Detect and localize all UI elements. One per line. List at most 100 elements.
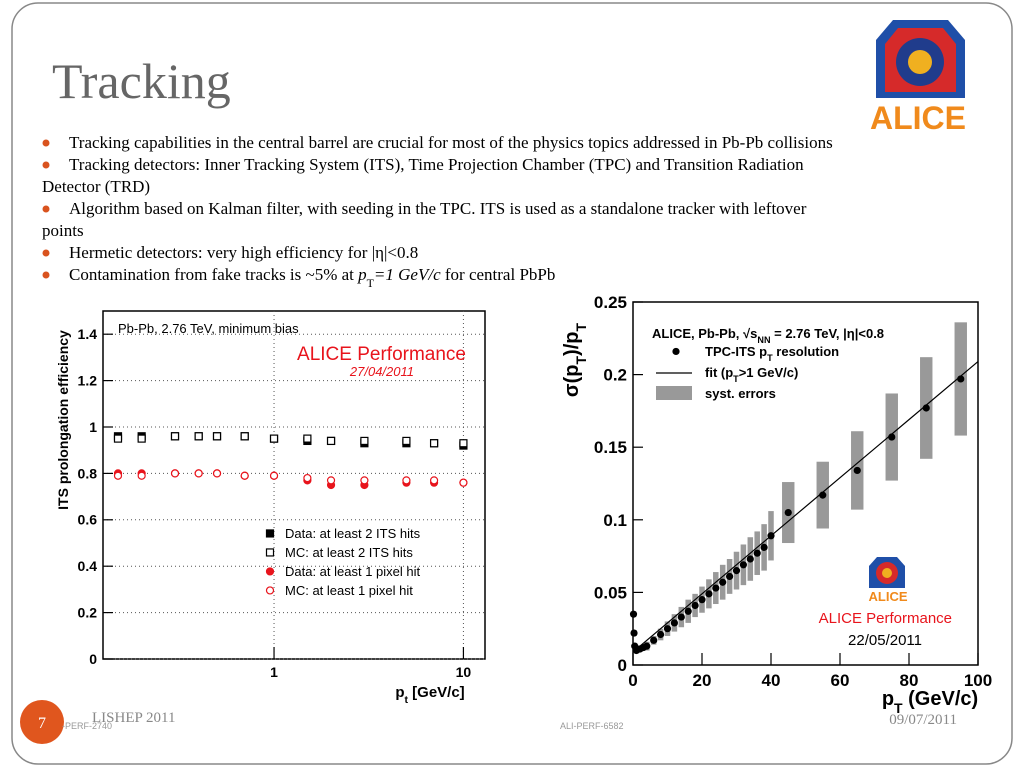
text-part: )/p [561, 332, 583, 356]
chart: 00.050.10.150.20.250 20 40 60 80 100σ(pT)/pTp… [561, 293, 992, 716]
plot-frame [632, 301, 979, 666]
y-tick-label: 1.4 [78, 326, 98, 342]
text-part: resolution [773, 344, 840, 359]
x-tick-label: 1 [270, 664, 278, 680]
bullet-text: Tracking detectors: Inner Tracking Syste… [69, 155, 804, 174]
marker [212, 432, 222, 441]
text-part: Contamination from fake tracks is ~5% at [69, 265, 358, 284]
marker [137, 471, 146, 480]
annotation: ALICE Performance [819, 610, 952, 627]
bullet-dot [42, 205, 50, 213]
chart: 0 0.2 0.4 0.6 0.8 1 1.2 1.4 1 10 ITS prolongation … [55, 310, 486, 706]
x-tick-label: 100 [964, 671, 992, 690]
y-tick-label: 0.2 [78, 605, 98, 621]
y-tick-label: 0.1 [603, 511, 627, 530]
y-tick-label: 1 [89, 419, 97, 435]
marker [459, 439, 468, 448]
legend-marker [265, 529, 275, 538]
legend-box [656, 386, 692, 400]
text-part: fit (p [705, 365, 733, 380]
image-id: ALI-PERF-6582 [560, 721, 624, 731]
legend-marker [265, 567, 275, 576]
x-axis-label: pt [GeV/c] [395, 684, 464, 706]
marker [212, 469, 222, 478]
legend-label: MC: at least 2 ITS hits [285, 545, 413, 560]
marker [650, 636, 658, 644]
bullet-text: Tracking capabilities in the central bar… [69, 133, 833, 152]
marker [269, 471, 279, 480]
y-tick-label: 0.6 [78, 512, 98, 528]
marker [303, 473, 312, 483]
legend-label: syst. errors [705, 386, 776, 401]
marker [705, 590, 713, 598]
y-tick-label: 0.25 [594, 293, 627, 312]
bullet-list: Tracking capabilities in the central bar… [42, 133, 833, 290]
legend-label: TPC-ITS pT resolution [705, 344, 839, 363]
marker [663, 625, 672, 633]
bullet-text: points [42, 221, 84, 240]
marker [719, 578, 727, 586]
subscript: T [367, 276, 375, 290]
text-part: σ(p [561, 365, 583, 398]
marker [677, 613, 685, 621]
marker [732, 567, 741, 575]
text-part: ALICE, Pb-Pb, √s [652, 326, 757, 341]
italic-part: =1 GeV/c [374, 265, 441, 284]
y-tick-label: 0.2 [603, 366, 627, 385]
bullet-dot [42, 139, 50, 147]
subscript: T [733, 374, 739, 384]
text-part: [GeV/c] [408, 684, 465, 701]
marker [113, 434, 123, 443]
page-number: 7 [38, 715, 46, 732]
subscript: T [573, 323, 589, 332]
bullet-text: Detector (TRD) [42, 177, 150, 196]
y-tick-label: 0 [89, 651, 97, 667]
marker [691, 601, 699, 610]
text-part: (GeV/c) [903, 688, 979, 710]
alice-logo: ALICE [870, 20, 966, 136]
logo-text: ALICE [870, 100, 966, 136]
legend-label: fit (pT>1 GeV/c) [705, 365, 798, 384]
footer-event: LISHEP 2011 [92, 710, 175, 726]
footer-date: 09/07/2011 [889, 712, 957, 728]
marker [630, 629, 638, 637]
y-tick-label: 1.2 [78, 373, 98, 389]
marker [194, 432, 203, 441]
subscript: t [404, 694, 408, 706]
legend-label: Data: at least 1 pixel hit [285, 564, 421, 579]
bullet-dot [42, 161, 50, 169]
marker [269, 434, 279, 443]
marker [643, 642, 651, 650]
legend-label: Data: at least 2 ITS hits [285, 526, 421, 541]
marker [170, 432, 180, 441]
marker [240, 471, 249, 480]
marker [137, 434, 146, 443]
subscript: T [573, 356, 589, 365]
subscript: NN [757, 335, 770, 345]
legend-marker [672, 347, 680, 356]
x-tick-label: 80 [900, 671, 919, 690]
marker [113, 471, 123, 480]
marker [712, 584, 720, 592]
marker [784, 508, 792, 517]
text-part: = 2.76 TeV, |η|<0.8 [771, 326, 885, 341]
y-tick-label: 0.15 [594, 438, 627, 457]
annotation: 27/04/2011 [349, 364, 414, 379]
text-part: >1 GeV/c) [739, 365, 799, 380]
marker [240, 432, 249, 441]
subscript: T [894, 700, 903, 716]
text-part: for central PbPb [441, 265, 556, 284]
marker [767, 532, 775, 540]
marker [753, 549, 761, 557]
marker [819, 491, 827, 499]
marker [629, 610, 638, 618]
marker [194, 469, 203, 478]
marker [684, 607, 692, 615]
annotation: ALICE [869, 589, 908, 604]
marker [360, 476, 369, 485]
text-part: p [395, 684, 404, 701]
marker [760, 543, 768, 551]
x-tick-label: 40 [762, 671, 781, 690]
